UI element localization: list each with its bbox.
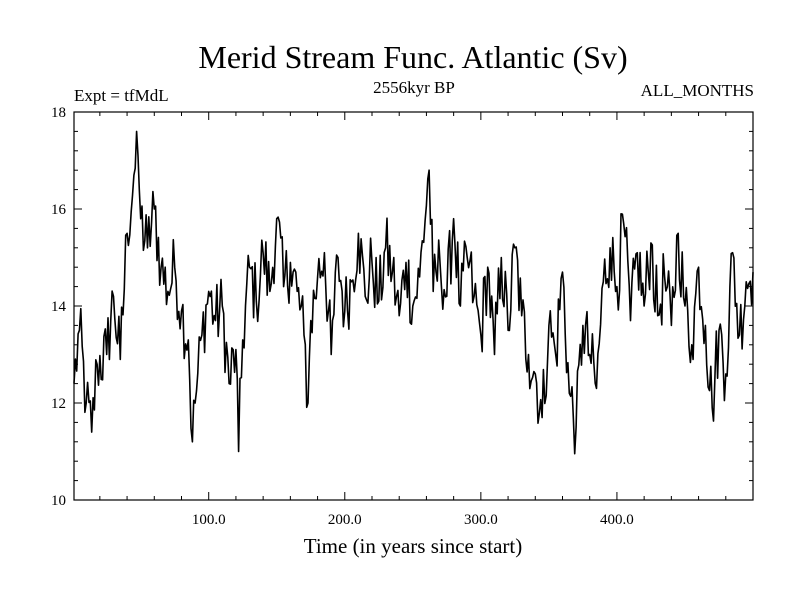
period-label: 2556kyr BP [373,78,455,97]
chart-title: Merid Stream Func. Atlantic (Sv) [198,39,627,75]
x-tick-label: 400.0 [600,512,634,528]
y-tick-label: 18 [51,105,66,121]
x-axis-label: Time (in years since start) [304,534,523,558]
x-tick-label: 300.0 [464,512,498,528]
y-tick-label: 16 [51,202,67,218]
x-tick-label: 100.0 [192,512,226,528]
months-label: ALL_MONTHS [641,81,754,100]
series-line [73,130,754,455]
series-group [73,130,754,455]
y-tick-label: 10 [51,493,66,509]
plot-frame [73,111,754,501]
experiment-label: Expt = tfMdL [74,86,169,105]
y-tick-label: 12 [51,396,66,412]
y-tick-label: 14 [51,299,67,315]
x-tick-label: 200.0 [328,512,362,528]
axis-ticks: 100.0 200.0 300.0 400.0 10 12 14 16 18 [51,105,753,528]
